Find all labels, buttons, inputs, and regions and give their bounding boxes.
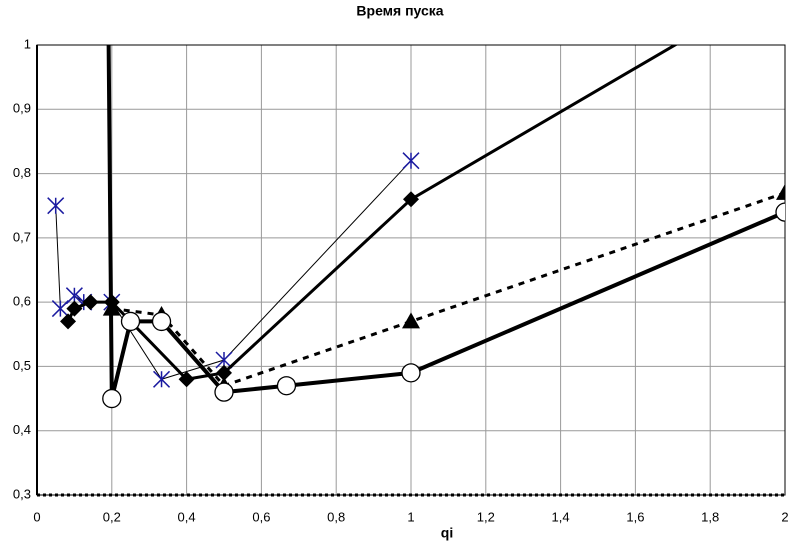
x-tick-label: 0,4: [178, 509, 196, 524]
marker-diamond: [66, 300, 83, 317]
marker-diamond: [216, 364, 232, 381]
y-tick-label: 0,6: [13, 294, 31, 309]
chart-title: Время пуска: [356, 3, 443, 19]
y-tick-label: 1: [24, 36, 31, 51]
series-line: [106, 45, 785, 400]
marker-circle: [102, 388, 122, 409]
x-axis-label: qi: [441, 525, 453, 541]
marker-circle: [214, 382, 234, 402]
y-tick-label: 0,8: [13, 165, 31, 180]
marker-circle: [775, 202, 785, 222]
marker-diamond: [178, 371, 195, 388]
y-tick-label: 0,4: [13, 422, 31, 437]
marker-triangle: [402, 312, 420, 329]
marker-triangle: [776, 183, 785, 200]
marker-diamond: [60, 313, 77, 330]
marker-star: [47, 197, 65, 215]
x-tick-label: 1,2: [477, 509, 495, 524]
x-tick-label: 1: [407, 509, 414, 524]
marker-diamond: [82, 294, 99, 311]
x-tick-label: 0,6: [252, 509, 270, 524]
marker-circle: [401, 363, 421, 383]
x-tick-label: 0: [33, 509, 40, 524]
y-tick-label: 0,7: [13, 229, 31, 244]
y-tick-label: 0,3: [13, 486, 31, 501]
plot-area: [47, 45, 785, 409]
x-tick-label: 1,4: [552, 509, 570, 524]
x-tick-label: 0,8: [327, 509, 345, 524]
x-tick-label: 0,2: [103, 509, 121, 524]
marker-circle: [120, 311, 141, 332]
marker-circle: [276, 376, 297, 396]
y-tick-label: 0,9: [13, 101, 31, 116]
marker-circle: [151, 311, 172, 332]
marker-diamond: [403, 191, 419, 208]
series-line: [66, 45, 678, 381]
marker-star: [153, 370, 171, 388]
x-tick-label: 2: [781, 509, 788, 524]
marker-star: [51, 300, 69, 318]
x-tick-label: 1,8: [701, 509, 719, 524]
y-tick-label: 0,5: [13, 358, 31, 373]
marker-star: [402, 152, 420, 170]
x-tick-label: 1,6: [626, 509, 644, 524]
